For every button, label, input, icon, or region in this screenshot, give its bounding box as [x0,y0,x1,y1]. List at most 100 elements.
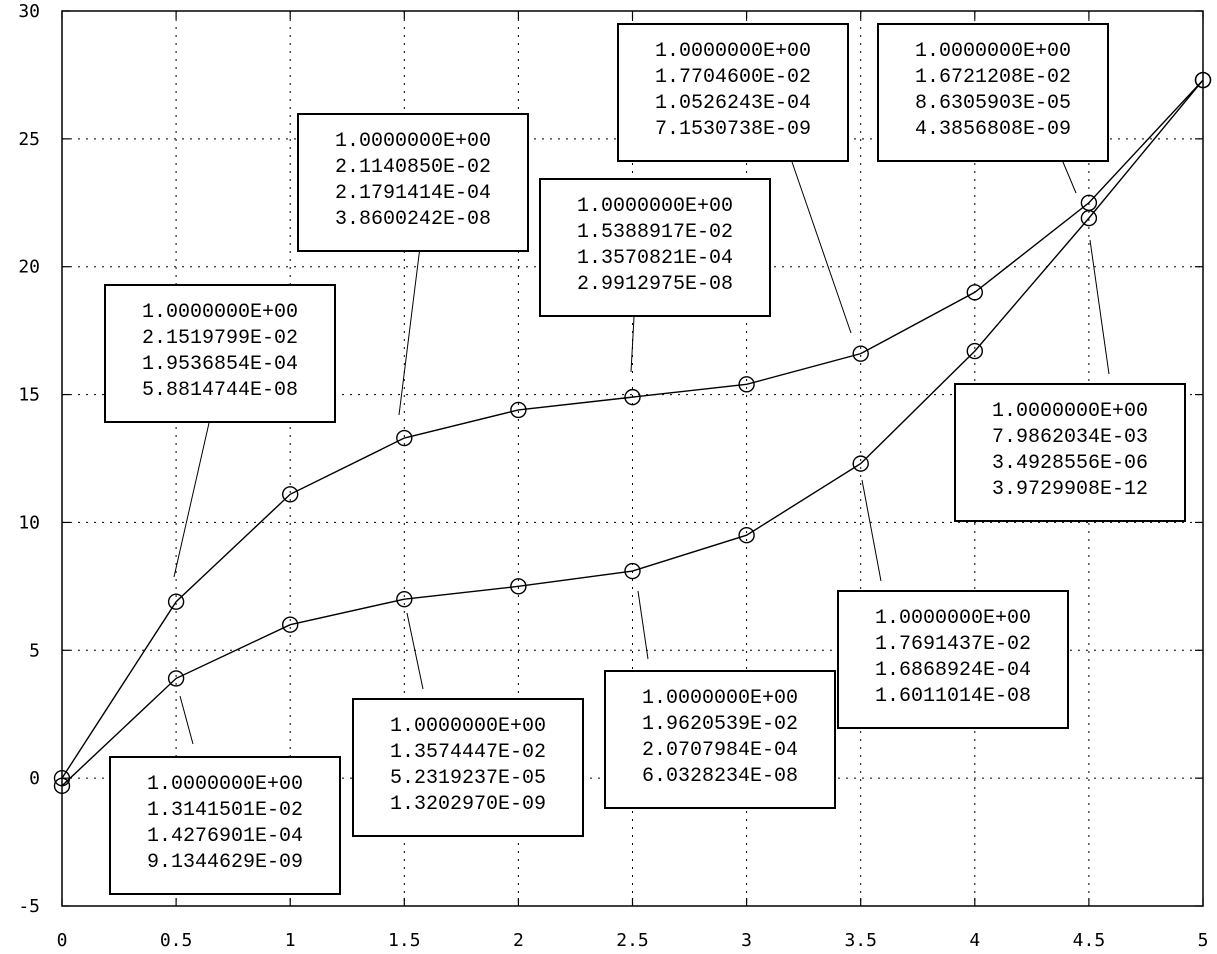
annotation-box: 1.0000000E+00 1.3141501E-02 1.4276901E-04 9… [109,756,341,895]
annotation-line: 9.1344629E-09 [147,851,303,874]
data-point [852,345,869,362]
x-tick-label: 4.5 [1073,930,1106,951]
annotation-box: 1.0000000E+00 1.9620539E-02 2.0707984E-04 6… [604,670,836,809]
annotation-leader [406,612,424,690]
annotation-frame [877,23,1109,162]
data-point [282,616,299,633]
annotation-line: 7.9862034E-03 [992,426,1148,449]
annotation-box: 1.0000000E+00 2.1519799E-02 1.9536854E-04 5… [104,284,336,423]
annotation-line: 8.6305903E-05 [915,92,1071,115]
data-point [852,455,869,472]
annotation-line: 1.0000000E+00 [915,40,1071,63]
leader-lines [173,161,1110,745]
annotation-frame [104,284,336,423]
data-point [1080,209,1098,227]
x-tick-label: 0.5 [160,930,193,951]
annotation-line: 1.0000000E+00 [147,773,303,796]
annotation-line: 1.0000000E+00 [875,607,1031,630]
y-tick-label: 15 [18,385,40,406]
x-tick-label: 3 [741,930,752,951]
annotation-line: 1.0000000E+00 [655,40,811,63]
annotation-line: 5.2319237E-05 [390,767,546,790]
series-line-1 [61,79,1204,779]
annotation-line: 1.0000000E+00 [992,400,1148,423]
annotation-line: 1.7691437E-02 [875,633,1031,656]
annotation-frame [837,590,1069,729]
annotation-frame [539,178,771,317]
x-tick-label: 4 [969,930,980,951]
y-tick-label: 20 [18,257,40,278]
annotation-line: 2.0707984E-04 [642,739,798,762]
data-point [624,562,641,580]
data-point [510,578,527,595]
annotation-leader [1089,239,1110,375]
annotation-leader [398,246,421,416]
data-point [966,342,983,360]
plot-frame [61,10,1204,907]
annotation-line: 1.4276901E-04 [147,825,303,848]
y-tick-label: -5 [18,896,40,917]
annotation-line: 1.5388917E-02 [577,221,733,244]
y-tick-label: 0 [29,768,40,789]
x-tick-label: 1.5 [388,930,421,951]
x-tick-label: 2.5 [616,930,649,951]
series-lines [61,79,1204,787]
annotation-line: 1.0000000E+00 [142,301,298,324]
data-point [738,376,755,393]
annotation-line: 6.0328234E-08 [642,765,798,788]
annotation-line: 1.3570821E-04 [577,247,733,270]
data-point [624,388,641,406]
annotation-line: 2.1140850E-02 [335,156,491,179]
data-point [282,486,299,503]
annotation-box: 1.0000000E+00 1.6721208E-02 8.6305903E-05 4… [877,23,1109,162]
y-tick-label: 5 [29,640,40,661]
annotation-line: 4.3856808E-09 [915,118,1071,141]
annotation-frame [604,670,836,809]
annotation-line: 1.0000000E+00 [642,687,798,710]
annotation-box: 1.0000000E+00 1.7704600E-02 1.0526243E-04 7… [617,23,849,162]
data-point [966,284,983,301]
annotation-frame [109,756,341,895]
annotation-line: 1.9620539E-02 [642,713,798,736]
x-tick-label: 0 [57,930,68,951]
annotation-box: 1.0000000E+00 2.1140850E-02 2.1791414E-04 3… [297,113,529,252]
annotation-leader [637,590,649,660]
y-tick-label: 30 [18,1,40,22]
data-point [167,670,185,687]
annotation-line: 3.8600242E-08 [335,208,491,231]
annotation-box: 1.0000000E+00 1.7691437E-02 1.6868924E-04 1… [837,590,1069,729]
annotation-line: 1.3141501E-02 [147,799,303,822]
annotation-line: 1.0000000E+00 [335,130,491,153]
annotation-line: 1.0000000E+00 [577,195,733,218]
annotation-leader [179,695,194,745]
data-point [738,527,755,544]
annotation-line: 2.1791414E-04 [335,182,491,205]
data-point [396,429,413,447]
annotation-line: 1.7704600E-02 [655,66,811,89]
annotation-box: 1.0000000E+00 1.5388917E-02 1.3570821E-04 2… [539,178,771,317]
data-point [396,590,413,608]
annotation-frame [954,383,1186,522]
x-tick-label: 1 [285,930,296,951]
data-point [167,593,185,610]
annotation-line: 1.6868924E-04 [875,659,1031,682]
annotation-leader [173,422,210,578]
y-tick-label: 10 [18,512,40,533]
annotation-line: 1.0526243E-04 [655,92,811,115]
annotation-leader [630,316,635,373]
annotation-line: 3.4928556E-06 [992,452,1148,475]
annotation-line: 1.0000000E+00 [390,715,546,738]
annotation-leader [1062,161,1077,194]
annotation-frame [352,698,584,837]
annotation-line: 5.8814744E-08 [142,379,298,402]
annotation-box: 1.0000000E+00 1.3574447E-02 5.2319237E-05 1… [352,698,584,837]
annotation-frame [297,113,529,252]
annotation-line: 2.9912975E-08 [577,273,733,296]
annotation-line: 1.3202970E-09 [390,793,546,816]
series-line-2 [61,79,1204,787]
annotation-boxes: 1.0000000E+00 2.1519799E-02 1.9536854E-04 5… [104,23,1186,895]
y-tick-label: 25 [18,129,40,150]
x-tick-label: 2 [513,930,524,951]
annotation-line: 3.9729908E-12 [992,478,1148,501]
